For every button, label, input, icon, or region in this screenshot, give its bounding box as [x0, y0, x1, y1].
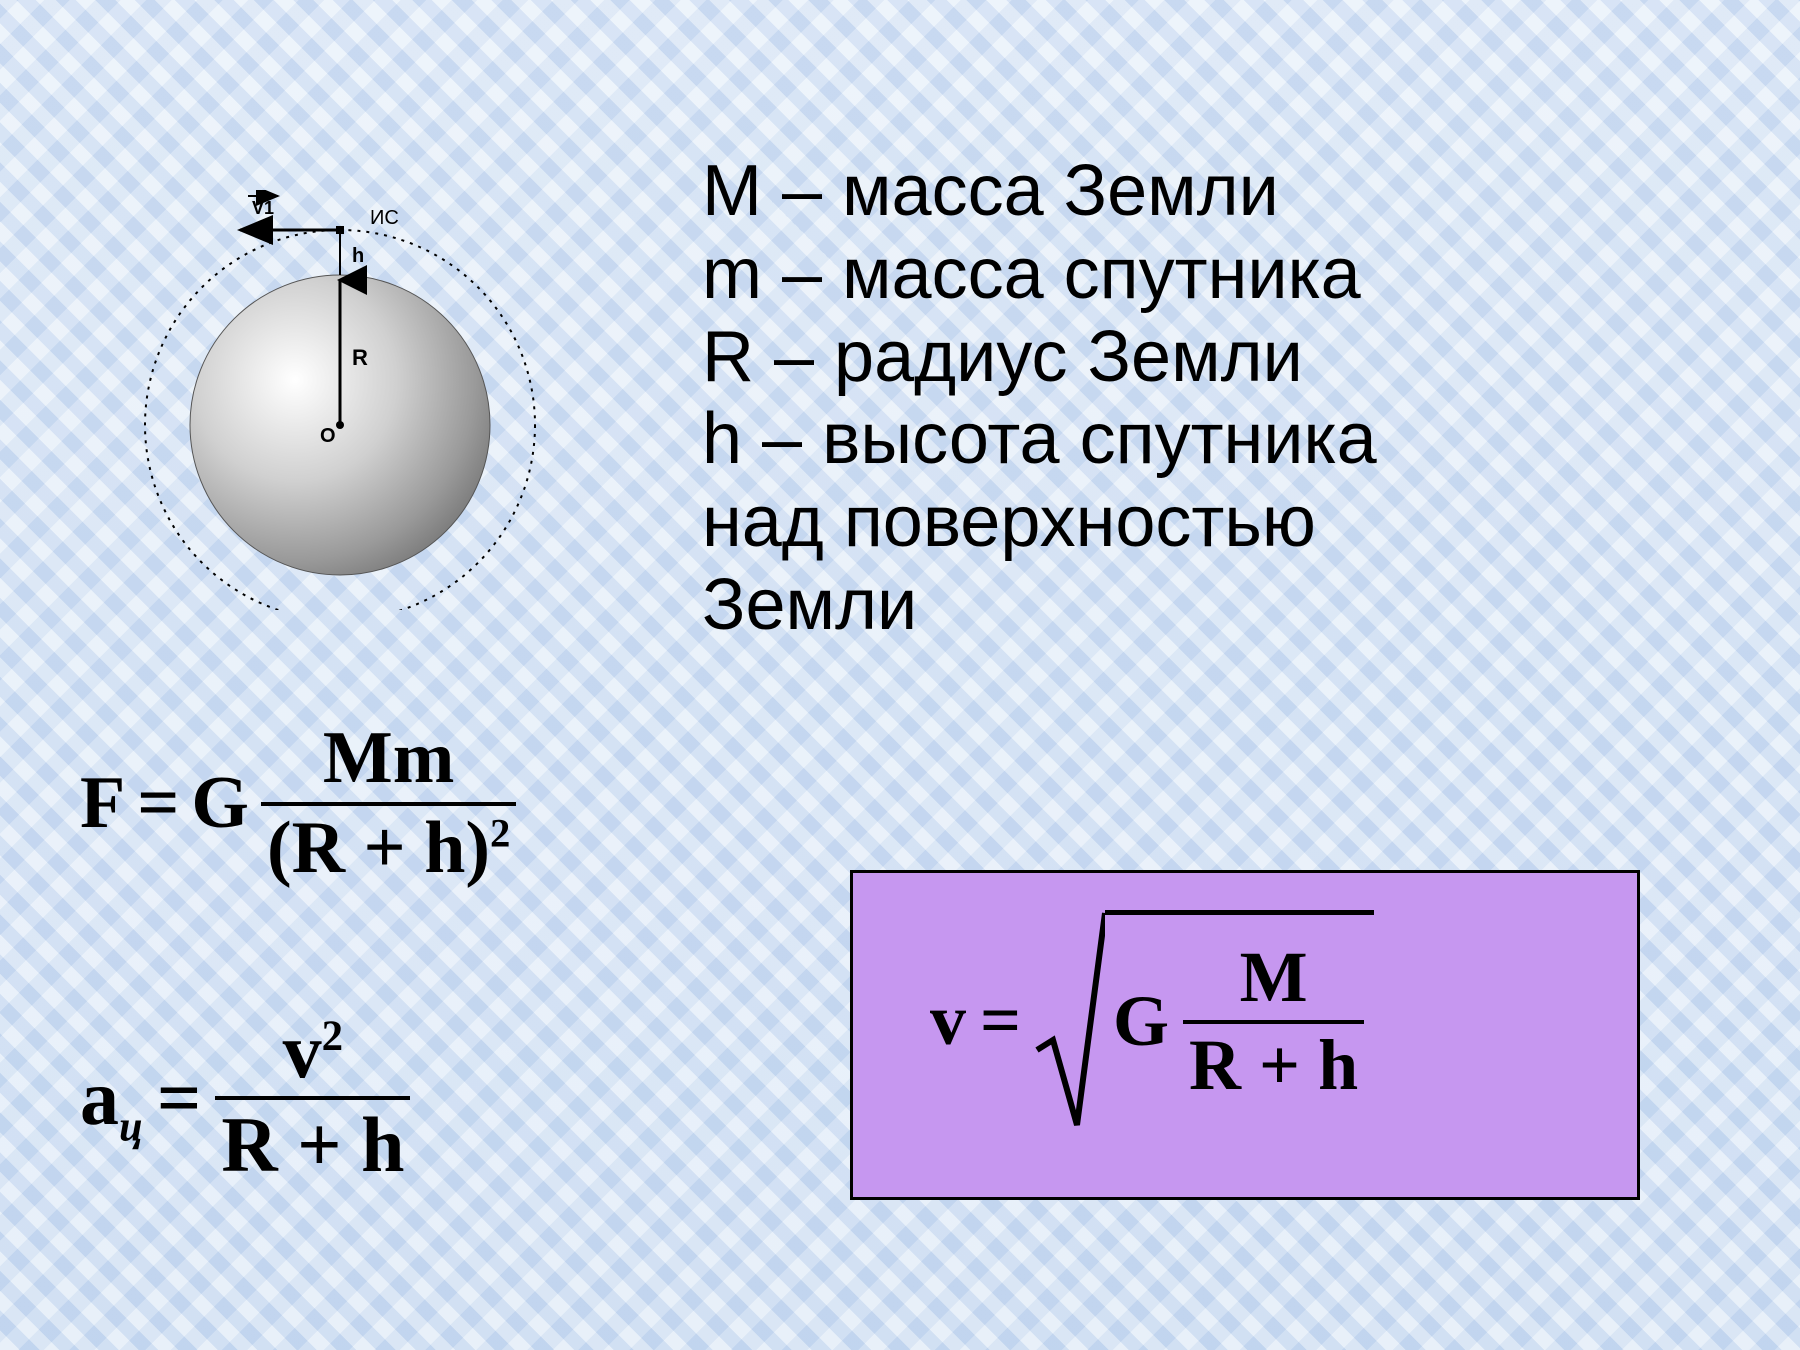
- force-numerator: Mm: [317, 720, 461, 798]
- velocity-fraction: M R + h: [1183, 940, 1364, 1103]
- fraction-bar: [1183, 1020, 1364, 1024]
- grav-constant: G: [1113, 980, 1169, 1063]
- accel-fraction: v2 R + h: [215, 1010, 410, 1186]
- definition-line: h – высота спутника: [702, 398, 1682, 481]
- sqrt-expression: G M R + h: [1035, 910, 1374, 1130]
- equals-sign: =: [157, 1053, 201, 1143]
- height-label: h: [352, 245, 364, 267]
- velocity-formula: v = G M R + h: [930, 910, 1374, 1130]
- force-formula: F = G Mm (R + h)2: [80, 720, 516, 887]
- accel-numerator: v2: [277, 1010, 349, 1092]
- force-lhs: F: [80, 761, 125, 846]
- force-fraction: Mm (R + h)2: [261, 720, 516, 887]
- radical-icon: [1035, 910, 1105, 1130]
- accel-formula: aц = v2 R + h: [80, 1010, 410, 1186]
- velocity-label: V1: [252, 198, 274, 218]
- velocity-lhs: v: [930, 979, 966, 1062]
- definition-line: m – масса спутника: [702, 233, 1682, 316]
- orbit-diagram: O R h ИС V1: [130, 190, 550, 610]
- equals-sign: =: [980, 979, 1021, 1062]
- force-den-base: (R + h): [267, 807, 490, 889]
- satellite-dot: [336, 226, 344, 234]
- accel-num-base: v: [283, 1007, 322, 1094]
- slide-content: M – масса Земли m – масса спутника R – р…: [0, 0, 1800, 1350]
- equals-sign: =: [137, 761, 179, 846]
- definition-line: Земли: [702, 564, 1682, 647]
- accel-denominator: R + h: [215, 1104, 410, 1186]
- fraction-bar: [215, 1096, 410, 1100]
- definitions-block: M – масса Земли m – масса спутника R – р…: [702, 150, 1682, 647]
- satellite-label: ИС: [370, 207, 399, 229]
- radicand: G M R + h: [1105, 910, 1374, 1130]
- center-label: O: [320, 425, 336, 447]
- fraction-bar: [261, 802, 516, 806]
- accel-lhs-sub: ц: [119, 1103, 143, 1150]
- accel-lhs-base: a: [80, 1054, 119, 1141]
- velocity-numerator: M: [1234, 940, 1314, 1016]
- force-den-exp: 2: [490, 810, 510, 855]
- radius-label: R: [352, 345, 368, 370]
- force-denominator: (R + h)2: [261, 810, 516, 888]
- grav-constant: G: [191, 761, 249, 846]
- definition-line: над поверхностью: [702, 481, 1682, 564]
- accel-lhs: aц: [80, 1053, 143, 1143]
- vinculum-bar: [1105, 910, 1374, 915]
- definition-line: R – радиус Земли: [702, 316, 1682, 399]
- velocity-denominator: R + h: [1183, 1028, 1364, 1104]
- definition-line: M – масса Земли: [702, 150, 1682, 233]
- accel-num-exp: 2: [322, 1013, 343, 1060]
